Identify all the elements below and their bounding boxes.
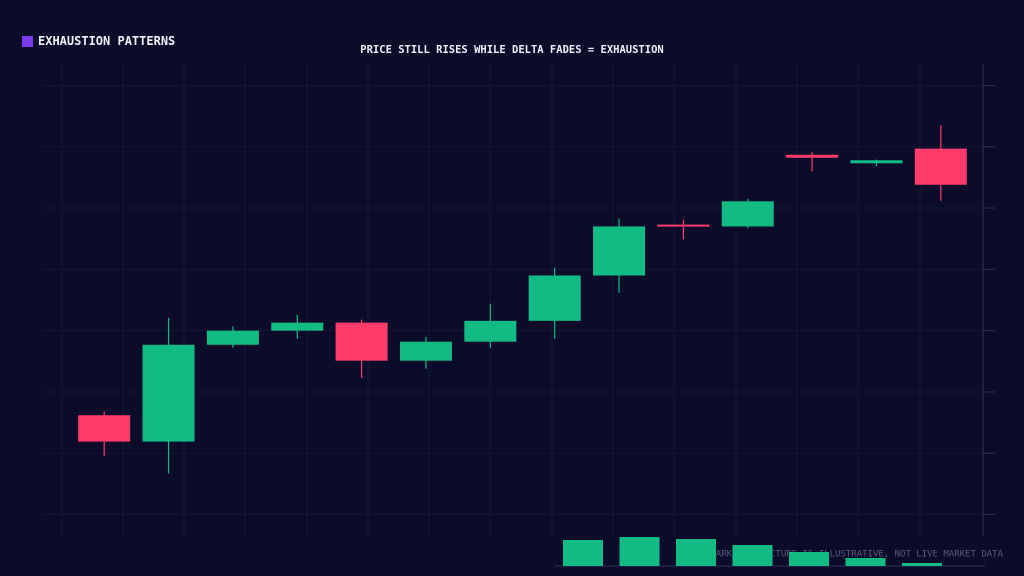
candle-body	[850, 160, 903, 164]
delta-bar	[619, 537, 660, 566]
candle-body	[399, 341, 452, 361]
footer-note: MARKET STRUCTURE IS ILLUSTRATIVE, NOT LI…	[710, 550, 1003, 560]
delta-bar	[789, 552, 829, 566]
delta-bar	[563, 540, 603, 566]
candle-body	[271, 322, 324, 331]
candle-body	[528, 275, 581, 321]
candle-body	[464, 320, 517, 342]
header-icon	[22, 36, 33, 47]
candle-body	[142, 344, 195, 442]
candle-body	[206, 330, 259, 345]
delta-bar	[732, 545, 773, 566]
vertical-grid	[61, 64, 921, 536]
chart-title: PRICE STILL RISES WHILE DELTA FADES = EX…	[360, 44, 663, 56]
delta-bar	[676, 539, 716, 566]
candle-body	[786, 154, 839, 158]
candle-body	[593, 226, 646, 276]
candle-body	[721, 201, 774, 227]
header-title: EXHAUSTION PATTERNS	[38, 34, 175, 48]
candle-body	[335, 322, 388, 361]
candle-body	[914, 148, 967, 185]
candle-body	[78, 415, 131, 442]
delta-bar	[902, 563, 942, 566]
candle-body	[657, 224, 710, 227]
delta-bar	[845, 558, 886, 566]
